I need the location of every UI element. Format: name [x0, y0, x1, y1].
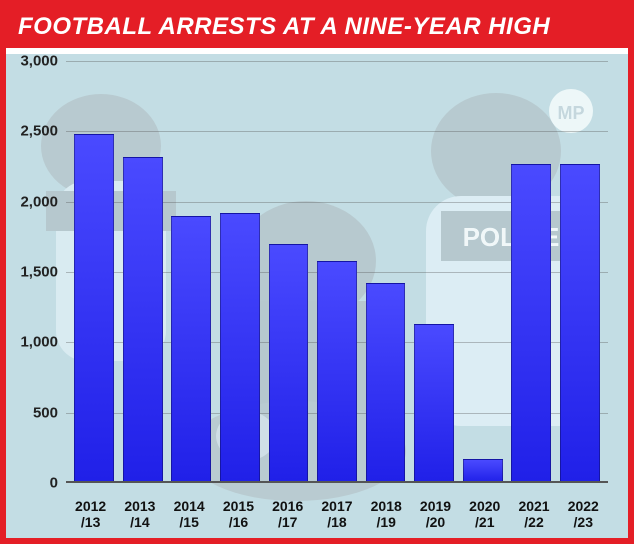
bar [74, 134, 114, 483]
bar-slot [555, 61, 604, 483]
bar [220, 213, 260, 483]
bar [317, 261, 357, 483]
bar [123, 157, 163, 483]
x-tick-label: 2017/18 [312, 499, 361, 530]
bar-slot [313, 61, 362, 483]
y-tick-label: 1,500 [20, 264, 66, 281]
y-tick-label: 3,000 [20, 53, 66, 70]
x-tick-label: 2022/23 [559, 499, 608, 530]
x-tick-label: 2016/17 [263, 499, 312, 530]
plot-area: 05001,0001,5002,0002,5003,000 [66, 61, 608, 483]
y-tick-label: 2,500 [20, 123, 66, 140]
bar-slot [507, 61, 556, 483]
y-tick-label: 0 [50, 475, 66, 492]
x-tick-label: 2021/22 [509, 499, 558, 530]
bar-slot [119, 61, 168, 483]
y-tick-label: 2,000 [20, 193, 66, 210]
bar-slot [70, 61, 119, 483]
bar-slot [216, 61, 265, 483]
x-axis-baseline [66, 481, 608, 483]
y-tick-label: 1,000 [20, 334, 66, 351]
x-tick-label: 2015/16 [214, 499, 263, 530]
x-axis-labels: 2012/132013/142014/152015/162016/172017/… [66, 499, 608, 530]
bar [171, 216, 211, 483]
bar [560, 164, 600, 483]
chart-container: FOOTBALL ARRESTS AT A NINE-YEAR HIGH POL… [0, 0, 634, 544]
header-bar: FOOTBALL ARRESTS AT A NINE-YEAR HIGH [6, 6, 628, 48]
bar [414, 324, 454, 483]
bars-layer [66, 61, 608, 483]
x-tick-label: 2019/20 [411, 499, 460, 530]
bar [511, 164, 551, 483]
bar [463, 459, 503, 483]
x-tick-label: 2013/14 [115, 499, 164, 530]
x-tick-label: 2014/15 [165, 499, 214, 530]
bar-slot [167, 61, 216, 483]
x-tick-label: 2018/19 [362, 499, 411, 530]
bar [269, 244, 309, 483]
y-tick-label: 500 [33, 404, 66, 421]
x-tick-label: 2020/21 [460, 499, 509, 530]
bar-slot [410, 61, 459, 483]
chart-title: FOOTBALL ARRESTS AT A NINE-YEAR HIGH [18, 13, 550, 41]
bar-slot [361, 61, 410, 483]
x-tick-label: 2012/13 [66, 499, 115, 530]
bar-slot [458, 61, 507, 483]
bar-slot [264, 61, 313, 483]
bar [366, 283, 406, 483]
